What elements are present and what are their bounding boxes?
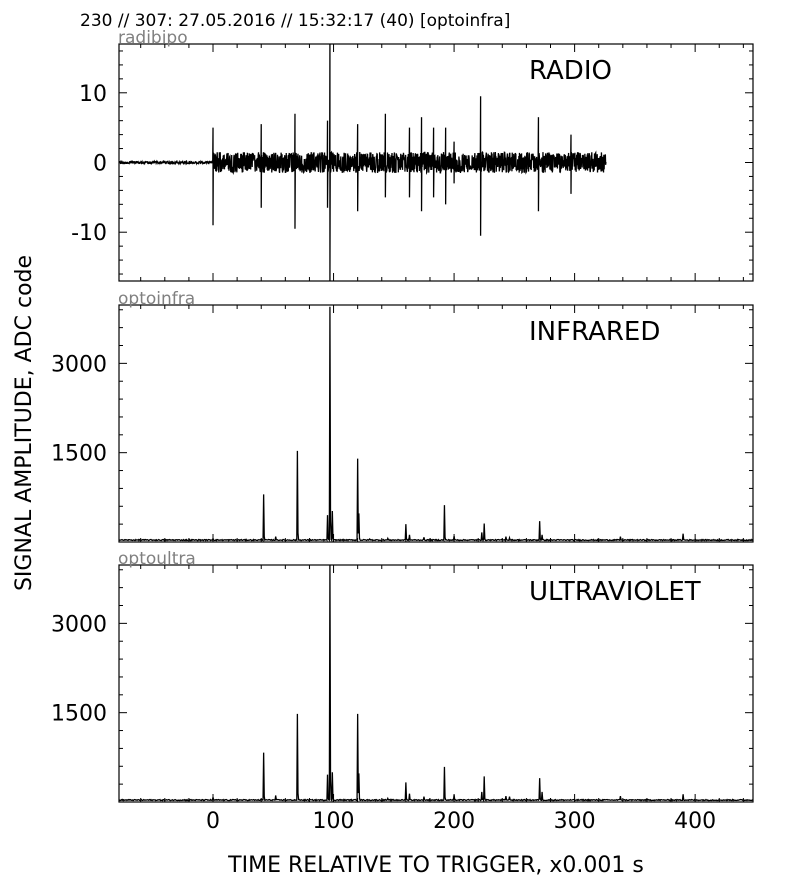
- panel-frame: [118, 304, 754, 543]
- panel-optoinfra: 1500 3000 optoinfra INFRARED: [51, 289, 754, 543]
- source-label: optoultra: [118, 549, 196, 569]
- panel-radibipo: -10 0 10 radibipo RADIO: [71, 28, 754, 282]
- x-tick-label: 400: [674, 809, 716, 834]
- x-tick-label: 0: [206, 809, 220, 834]
- panel-label: ULTRAVIOLET: [529, 577, 701, 607]
- trace-radibipo: [119, 44, 607, 281]
- panel-label: RADIO: [529, 56, 612, 86]
- y-tick-label: 3000: [51, 352, 107, 377]
- x-tick-label: 200: [433, 809, 475, 834]
- y-tick-label: -10: [71, 221, 107, 246]
- x-tick-label: 300: [554, 809, 596, 834]
- y-tick-label: 1500: [51, 442, 107, 467]
- panels: -10010radibipoRADIO15003000optoinfraINFR…: [51, 28, 754, 834]
- figure-title: 230 // 307: 27.05.2016 // 15:32:17 (40) …: [80, 11, 510, 31]
- y-tick-label: 10: [79, 82, 107, 107]
- x-tick-label: 100: [313, 809, 355, 834]
- source-label: radibipo: [118, 28, 188, 48]
- panel-label: INFRARED: [529, 317, 660, 347]
- y-tick-label: 1500: [51, 702, 107, 727]
- panel-frame: [118, 564, 754, 803]
- y-tick-label: 3000: [51, 612, 107, 637]
- panel-optoultra: 1500 3000 0 100 200 300 400 optoultra ULTRAVIOLE…: [51, 549, 754, 834]
- y-tick-label: 0: [93, 152, 107, 177]
- source-label: optoinfra: [118, 289, 195, 309]
- x-axis-label: TIME RELATIVE TO TRIGGER, x0.001 s: [227, 853, 644, 878]
- y-axis-label: SIGNAL AMPLITUDE, ADC code: [12, 255, 37, 591]
